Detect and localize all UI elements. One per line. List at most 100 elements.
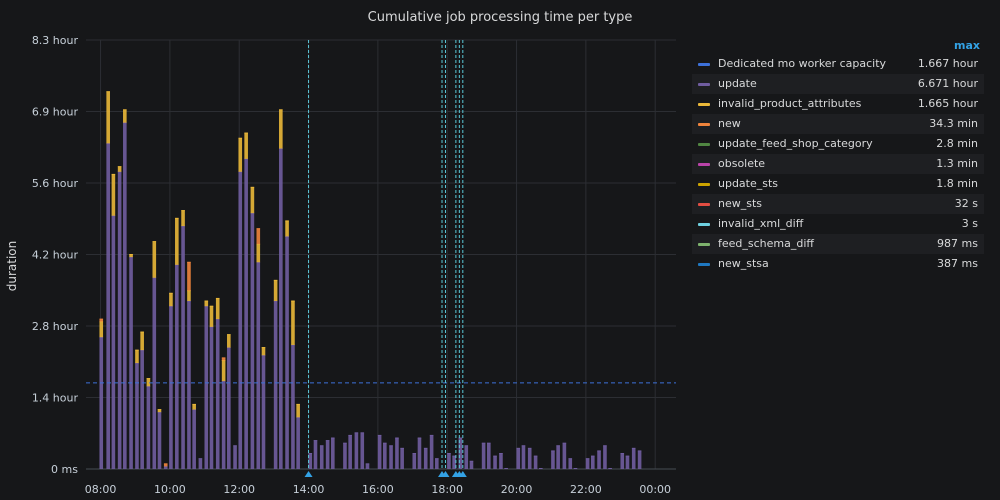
bar-segment-update[interactable] — [423, 448, 428, 469]
bar-segment-invalid_product_attributes[interactable] — [146, 378, 151, 387]
bar-stack[interactable] — [481, 442, 486, 469]
bar-stack[interactable] — [135, 349, 139, 469]
bar-segment-invalid_product_attributes[interactable] — [256, 244, 261, 263]
bar-segment-update[interactable] — [521, 445, 526, 469]
bar-stack[interactable] — [256, 228, 261, 469]
bar-segment-update[interactable] — [187, 301, 191, 469]
bar-segment-update[interactable] — [493, 456, 497, 469]
legend-item[interactable]: update_feed_shop_category 2.8 min — [692, 134, 984, 154]
legend-item[interactable]: invalid_xml_diff 3 s — [692, 214, 984, 234]
bar-segment-update[interactable] — [452, 456, 456, 469]
bar-stack[interactable] — [573, 468, 578, 469]
bar-segment-invalid_product_attributes[interactable] — [261, 347, 266, 356]
bar-stack[interactable] — [521, 445, 526, 469]
bar-segment-update[interactable] — [215, 319, 220, 469]
bar-segment-invalid_product_attributes[interactable] — [111, 174, 116, 216]
bar-stack[interactable] — [625, 455, 630, 469]
bar-segment-update[interactable] — [597, 450, 601, 469]
bar-stack[interactable] — [313, 440, 318, 469]
bar-segment-update[interactable] — [504, 468, 508, 469]
bar-stack[interactable] — [417, 437, 422, 469]
bar-segment-update[interactable] — [625, 456, 630, 469]
bar-segment-update[interactable] — [447, 453, 451, 469]
bar-stack[interactable] — [395, 437, 399, 469]
bar-stack[interactable] — [452, 455, 456, 469]
bar-segment-update[interactable] — [291, 344, 295, 469]
bar-stack[interactable] — [233, 445, 237, 469]
bar-segment-invalid_product_attributes[interactable] — [215, 298, 220, 320]
bar-segment-update[interactable] — [487, 443, 491, 469]
bar-stack[interactable] — [603, 445, 607, 469]
bar-stack[interactable] — [608, 468, 612, 469]
bar-stack[interactable] — [187, 261, 191, 469]
bar-segment-invalid_product_attributes[interactable] — [192, 404, 196, 410]
bar-segment-update[interactable] — [435, 458, 439, 469]
bar-segment-invalid_product_attributes[interactable] — [285, 220, 289, 237]
bar-segment-update[interactable] — [209, 326, 214, 469]
bar-stack[interactable] — [591, 455, 595, 469]
bar-segment-update[interactable] — [169, 306, 173, 469]
bar-segment-update[interactable] — [360, 432, 365, 469]
bar-segment-update[interactable] — [261, 355, 266, 469]
annotation-marker[interactable] — [458, 471, 467, 477]
bar-stack[interactable] — [637, 450, 642, 469]
bar-stack[interactable] — [273, 279, 278, 469]
bar-segment-update[interactable] — [354, 432, 359, 469]
bar-segment-update[interactable] — [325, 440, 330, 469]
bar-stack[interactable] — [389, 445, 393, 469]
bar-stack[interactable] — [487, 442, 491, 469]
bar-segment-update[interactable] — [591, 456, 595, 469]
bar-segment-update[interactable] — [204, 306, 209, 469]
bar-stack[interactable] — [117, 166, 122, 469]
bar-segment-update[interactable] — [285, 236, 289, 469]
bar-segment-update[interactable] — [556, 445, 560, 469]
bar-segment-update[interactable] — [527, 448, 532, 469]
bar-stack[interactable] — [157, 409, 162, 469]
bar-segment-invalid_product_attributes[interactable] — [135, 350, 139, 364]
legend-item[interactable]: update 6.671 hour — [692, 74, 984, 94]
bar-stack[interactable] — [192, 403, 196, 469]
bar-segment-update[interactable] — [539, 468, 543, 469]
bar-segment-update[interactable] — [383, 443, 387, 469]
bar-segment-update[interactable] — [620, 453, 625, 469]
bar-segment-invalid_product_attributes[interactable] — [117, 166, 122, 172]
bar-segment-update[interactable] — [313, 440, 318, 469]
bar-segment-update[interactable] — [129, 257, 133, 469]
bar-segment-invalid_product_attributes[interactable] — [106, 91, 110, 144]
bar-stack[interactable] — [106, 91, 110, 470]
bar-segment-update[interactable] — [516, 448, 521, 469]
bar-segment-update[interactable] — [192, 409, 196, 469]
bar-stack[interactable] — [198, 458, 203, 469]
legend-item[interactable]: Dedicated mo worker capacity 1.667 hour — [692, 54, 984, 74]
bar-stack[interactable] — [227, 334, 231, 469]
bar-segment-invalid_product_attributes[interactable] — [238, 138, 243, 172]
bar-segment-update[interactable] — [140, 350, 144, 469]
bar-segment-invalid_product_attributes[interactable] — [99, 321, 104, 338]
bar-stack[interactable] — [556, 445, 560, 469]
bar-segment-invalid_product_attributes[interactable] — [140, 332, 144, 351]
legend-item[interactable]: feed_schema_diff 987 ms — [692, 234, 984, 254]
bar-segment-update[interactable] — [417, 437, 422, 469]
legend-item[interactable]: obsolete 1.3 min — [692, 154, 984, 174]
bar-segment-update[interactable] — [608, 468, 612, 469]
bar-stack[interactable] — [539, 468, 543, 469]
annotation-marker[interactable] — [304, 471, 313, 477]
bar-stack[interactable] — [123, 109, 127, 469]
bar-segment-update[interactable] — [568, 458, 573, 469]
bar-stack[interactable] — [354, 432, 359, 469]
bar-segment-update[interactable] — [562, 443, 567, 469]
bar-stack[interactable] — [585, 458, 590, 469]
bar-segment-update[interactable] — [389, 445, 393, 469]
bar-segment-new[interactable] — [187, 262, 191, 291]
bar-segment-update[interactable] — [175, 264, 179, 469]
bar-stack[interactable] — [551, 450, 555, 469]
bar-stack[interactable] — [562, 442, 567, 469]
bar-segment-update[interactable] — [181, 226, 185, 469]
bar-stack[interactable] — [365, 463, 370, 469]
bar-segment-update[interactable] — [250, 213, 255, 469]
bar-segment-update[interactable] — [244, 158, 248, 469]
bar-stack[interactable] — [620, 452, 625, 469]
bar-segment-update[interactable] — [400, 448, 404, 469]
bar-stack[interactable] — [377, 434, 382, 469]
bar-stack[interactable] — [493, 455, 497, 469]
